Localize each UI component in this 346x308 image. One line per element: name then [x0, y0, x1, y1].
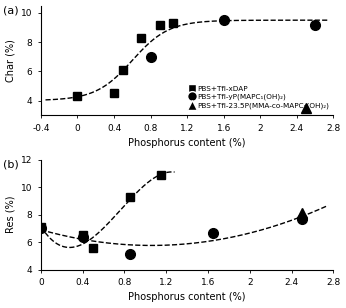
Text: (a): (a)	[3, 6, 19, 16]
Legend: PBS+Tfl-xDAP, PBS+Tfl-yP(MAPC₁(OH)₂), PBS+Tfl-23.5P(MMA-co-MAPC₁(OH)₂): PBS+Tfl-xDAP, PBS+Tfl-yP(MAPC₁(OH)₂), PB…	[189, 85, 330, 109]
Text: (b): (b)	[3, 160, 19, 170]
X-axis label: Phosphorus content (%): Phosphorus content (%)	[128, 292, 246, 302]
Y-axis label: Res (%): Res (%)	[6, 196, 16, 233]
X-axis label: Phosphorus content (%): Phosphorus content (%)	[128, 138, 246, 148]
Y-axis label: Char (%): Char (%)	[6, 39, 16, 82]
